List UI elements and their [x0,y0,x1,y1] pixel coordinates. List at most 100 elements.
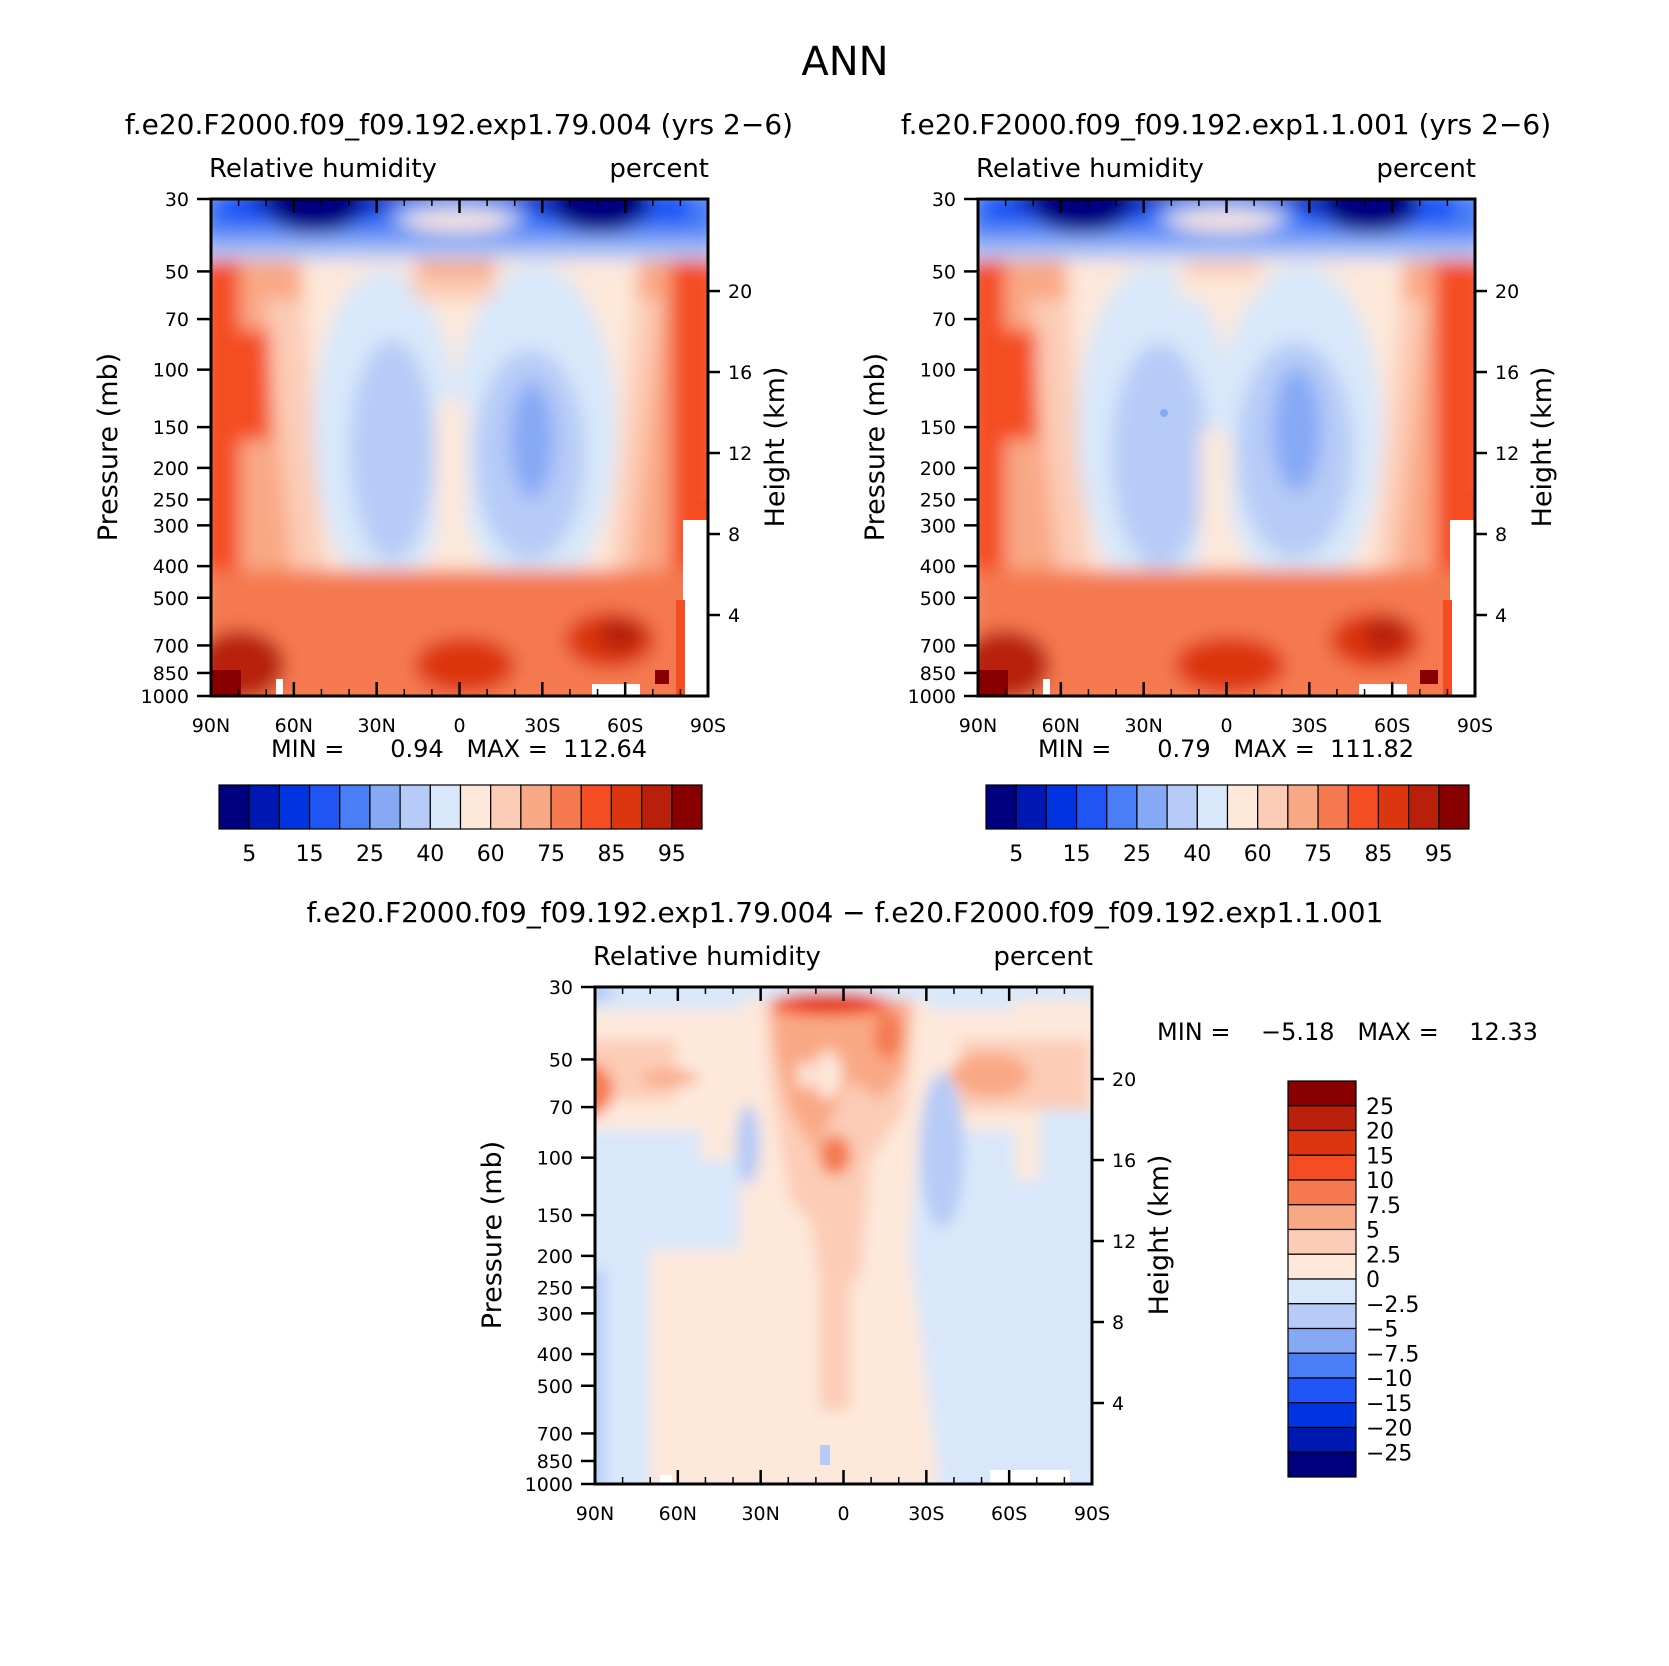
panel-a-ytick-label: 400 [153,556,189,578]
panel-b-ytick-label: 700 [920,635,956,657]
panel-b-colorbar-box [985,784,1017,830]
panel-b-colorbar-label: 60 [1244,842,1272,867]
panel-c-xtick-label: 0 [837,1503,849,1525]
panel-b-title: f.e20.F2000.f09_f09.192.exp1.1.001 (yrs … [901,108,1551,141]
panel-c-colorbar-box [1287,1402,1357,1429]
panel-c-ytick-right-label: 20 [1112,1069,1136,1091]
panel-c-colorbar-box [1287,1253,1357,1280]
panel-c-colorbar-label: −10 [1366,1367,1412,1392]
panel-a-ylabel: Pressure (mb) [93,353,124,541]
panel-a-left-label: Relative humidity [209,154,437,184]
panel-c-ytick-label: 300 [537,1303,573,1325]
panel-c-colorbar-label: −20 [1366,1417,1412,1442]
panel-a-colorbar-box [580,784,613,830]
panel-b-colorbar-label: 5 [1009,842,1023,867]
panel-c-ytick-label: 700 [537,1423,573,1445]
panel-b-ytick-right-label: 20 [1495,281,1519,303]
panel-b-ytick-right-label: 8 [1495,524,1507,546]
panel-c-colorbar-box [1287,1154,1357,1181]
panel-b-right-label: percent [1376,154,1476,184]
panel-a-colorbar-box [248,784,280,830]
panel-a-colorbar-box [429,784,462,830]
panel-b-colorbar-box [1226,784,1259,830]
panel-c-ytick-label: 30 [549,977,573,999]
panel-c-right-label: percent [993,942,1093,972]
panel-a-ytick-label: 50 [165,261,189,283]
panel-c-colorbar-box [1287,1377,1357,1404]
panel-c-ylabel: Pressure (mb) [477,1141,508,1329]
panel-c-colorbar-box [1287,1278,1357,1305]
panel-b-colorbar-label: 95 [1425,842,1453,867]
panel-b-colorbar-box [1045,784,1078,830]
panel-c-colorbar-label: 7.5 [1366,1194,1401,1219]
panel-c-ytick-label: 500 [537,1376,573,1398]
panel-c-xtick-label: 90N [576,1503,614,1525]
panel-a-ylabel-right: Height (km) [760,367,791,528]
panel-b-colorbar-box [1136,784,1168,830]
panel-a-colorbar-box [278,784,311,830]
panel-c-colorbar-box [1287,1228,1357,1255]
panel-b-colorbar-box [1166,784,1198,830]
panel-c-ytick-label: 400 [537,1344,573,1366]
panel-b-ytick-right-label: 4 [1495,605,1507,627]
panel-c-ytick-right-label: 4 [1112,1393,1124,1415]
panel-b-ytick-right-label: 16 [1495,362,1519,384]
panel-a-colorbar-box [550,784,582,830]
panel-a-xtick-label: 60S [607,715,643,737]
panel-a-xtick-label: 60N [275,715,313,737]
panel-b-ytick-label: 100 [920,360,956,382]
panel-a-colorbar-label: 40 [416,842,444,867]
panel-c-xtick-label: 30N [741,1503,779,1525]
panel-a-xtick-label: 30S [524,715,560,737]
panel-a-right-label: percent [609,154,709,184]
panel-a-colorbar-label: 5 [242,842,256,867]
panel-a-ytick-right-label: 4 [728,605,740,627]
panel-b-colorbar-box [1075,784,1108,830]
panel-a-ytick-right-label: 12 [728,443,752,465]
panel-a-ytick-label: 30 [165,189,189,211]
panel-b-colorbar-label: 75 [1304,842,1332,867]
panel-a-ytick-right-label: 16 [728,362,752,384]
panel-a-ytick-label: 70 [165,309,189,331]
panel-c-ytick-right-label: 12 [1112,1231,1136,1253]
panel-c-title: f.e20.F2000.f09_f09.192.exp1.79.004 − f.… [307,896,1384,929]
panel-b-xtick-label: 0 [1220,715,1232,737]
panel-b-colorbar-box [1015,784,1047,830]
panel-c-colorbar-box [1287,1327,1357,1354]
panel-c-ytick-right-label: 8 [1112,1312,1124,1334]
panel-b-colorbar-label: 25 [1123,842,1151,867]
panel-a-colorbar-box [490,784,522,830]
panel-b-xtick-label: 60S [1374,715,1410,737]
panel-c-field [595,987,1092,1484]
panel-c-colorbar-box [1287,1204,1357,1231]
panel-c-ytick-label: 250 [537,1278,573,1300]
panel-a-colorbar-label: 60 [477,842,505,867]
panel-b-ylabel: Pressure (mb) [860,353,891,541]
panel-c-ytick-label: 1000 [525,1474,573,1496]
panel-a-colorbar-box [308,784,341,830]
panel-a-colorbar-box [641,784,673,830]
panel-b-colorbar-box [1257,784,1289,830]
panel-c-colorbar-label: −25 [1366,1441,1412,1466]
panel-c-colorbar-box [1287,1080,1357,1107]
panel-a-colorbar-box [218,784,250,830]
panel-b-colorbar-box [1377,784,1410,830]
panel-b-ylabel-right: Height (km) [1527,367,1558,528]
panel-c-ytick-label: 100 [537,1148,573,1170]
panel-b-xtick-label: 30S [1291,715,1327,737]
panel-c-ytick-label: 150 [537,1205,573,1227]
panel-a-stats: MIN = 0.94 MAX = 112.64 [271,735,647,763]
panel-c-xtick-label: 60S [991,1503,1027,1525]
panel-a-ytick-label: 200 [153,458,189,480]
figure-title: ANN [801,39,888,85]
panel-a-ytick-right-label: 8 [728,524,740,546]
panel-c-colorbar-label: −2.5 [1366,1293,1419,1318]
panel-a-ytick-label: 100 [153,360,189,382]
panel-a-colorbar-label: 75 [537,842,565,867]
panel-a-colorbar-box [610,784,643,830]
panel-c-xtick-label: 30S [908,1503,944,1525]
panel-c-left-label: Relative humidity [593,942,821,972]
panel-a-colorbar-box [339,784,371,830]
panel-b-colorbar-box [1106,784,1138,830]
